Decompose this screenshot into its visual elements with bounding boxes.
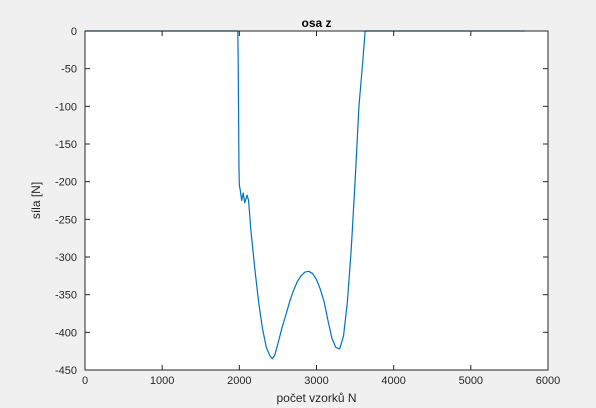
x-tick-label: 3000	[304, 375, 328, 387]
y-tick-label: -400	[55, 327, 77, 339]
x-tick-label: 5000	[459, 375, 483, 387]
y-tick-label: -200	[55, 177, 77, 189]
x-tick-label: 4000	[381, 375, 405, 387]
y-tick-label: -150	[55, 139, 77, 151]
y-tick-label: -450	[55, 365, 77, 377]
y-tick-label: 0	[71, 26, 77, 38]
axes-box	[84, 30, 549, 371]
y-tick-label: -50	[61, 64, 77, 76]
axes-background	[85, 31, 548, 370]
y-tick-label: -100	[55, 101, 77, 113]
chart-title: osa z	[301, 16, 331, 30]
x-axis-title: počet vzorků N	[276, 391, 356, 405]
y-tick-label: -250	[55, 214, 77, 226]
series-line	[85, 30, 525, 360]
plot-area	[85, 30, 525, 360]
x-tick-label: 0	[82, 375, 88, 387]
x-tick-label: 1000	[150, 375, 174, 387]
y-axis-title: síla [N]	[29, 182, 43, 219]
axis-ticks: 0 1000 2000 3000 4000 5000 6000 0 -50 -100 -150 -20…	[55, 26, 560, 387]
x-tick-label: 6000	[536, 375, 560, 387]
x-tick-label: 2000	[227, 375, 251, 387]
y-tick-label: -350	[55, 290, 77, 302]
y-tick-label: -300	[55, 252, 77, 264]
